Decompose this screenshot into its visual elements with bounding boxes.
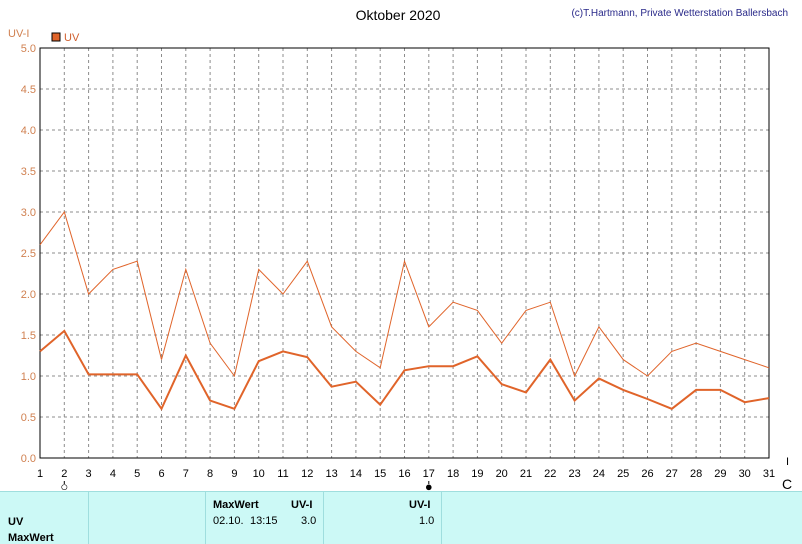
x-tick-label: 18 bbox=[447, 468, 459, 480]
x-tick-label: 11 bbox=[277, 468, 288, 480]
x-tick-label: 27 bbox=[666, 468, 678, 480]
series-line-uv bbox=[39, 329, 770, 411]
y-tick-label: 2.0 bbox=[21, 289, 36, 301]
x-tick-label: 17 bbox=[423, 468, 435, 480]
x-tick-label: 7 bbox=[183, 468, 189, 480]
x-tick-label: 15 bbox=[374, 468, 386, 480]
summary-panel: UV MaxWert MaxWert UV-I 02.10. 13:15 3.0… bbox=[0, 491, 802, 544]
y-axis-label: UV-I bbox=[8, 28, 29, 40]
x-tick-label: 16 bbox=[398, 468, 410, 480]
summary-row-uv-label: UV bbox=[8, 516, 24, 528]
x-tick-label: 25 bbox=[617, 468, 629, 480]
summary-max-date: 02.10. bbox=[213, 515, 244, 527]
x-tick-label: 20 bbox=[496, 468, 508, 480]
summary-max-value: 3.0 bbox=[301, 515, 317, 527]
uv-chart: Oktober 2020 (c)T.Hartmann, Private Wett… bbox=[8, 7, 792, 491]
edge-mark-bottom: C bbox=[782, 476, 792, 491]
y-tick-label: 2.5 bbox=[21, 248, 36, 260]
x-tick-label: 31 bbox=[763, 468, 775, 480]
y-tick-label: 0.5 bbox=[21, 412, 36, 424]
y-tick-label: 1.5 bbox=[21, 330, 36, 342]
summary-row-maxwert-label: MaxWert bbox=[8, 532, 54, 544]
x-tick-label: 4 bbox=[110, 468, 116, 480]
legend-label-uv: UV bbox=[64, 32, 80, 44]
x-tick-label: 12 bbox=[301, 468, 313, 480]
summary-divider bbox=[323, 492, 324, 544]
x-tick-label: 29 bbox=[714, 468, 726, 480]
credit-text: (c)T.Hartmann, Private Wetterstation Bal… bbox=[571, 8, 788, 19]
x-tick-label: 10 bbox=[253, 468, 265, 480]
summary-divider bbox=[205, 492, 206, 544]
edge-mark-top: I bbox=[786, 456, 789, 468]
x-tick-label: 26 bbox=[641, 468, 653, 480]
x-tick-label: 8 bbox=[207, 468, 213, 480]
moon-phase-markers: ○ ● bbox=[60, 479, 432, 491]
x-tick-label: 30 bbox=[739, 468, 751, 480]
y-tick-label: 1.0 bbox=[21, 371, 36, 383]
grid bbox=[39, 47, 770, 459]
x-tick-label: 22 bbox=[544, 468, 556, 480]
y-tick-label: 3.0 bbox=[21, 207, 36, 219]
x-tick-label: 9 bbox=[231, 468, 237, 480]
x-tick-label: 1 bbox=[37, 468, 43, 480]
x-tick-label: 2 bbox=[61, 468, 67, 480]
legend-swatch bbox=[51, 32, 61, 42]
moon-phase-icon: ● bbox=[425, 479, 433, 491]
x-tick-label: 13 bbox=[325, 468, 337, 480]
summary-divider bbox=[441, 492, 442, 544]
series-lines bbox=[39, 210, 770, 411]
x-tick-label: 19 bbox=[471, 468, 483, 480]
summary-value-2: 1.0 bbox=[419, 515, 435, 527]
y-tick-label: 4.5 bbox=[21, 84, 36, 96]
y-tick-label: 4.0 bbox=[21, 125, 36, 137]
y-tick-label: 5.0 bbox=[21, 43, 36, 55]
x-tick-label: 5 bbox=[134, 468, 140, 480]
moon-phase-icon: ○ bbox=[60, 479, 68, 491]
y-tick-label: 0.0 bbox=[21, 453, 36, 465]
plot-frame bbox=[39, 47, 770, 459]
summary-max-time: 13:15 bbox=[250, 515, 278, 527]
summary-divider bbox=[88, 492, 89, 544]
summary-header-maxwert: MaxWert bbox=[213, 499, 259, 511]
series-line-thin bbox=[39, 210, 770, 378]
x-tick-label: 23 bbox=[568, 468, 580, 480]
x-tick-label: 28 bbox=[690, 468, 702, 480]
y-tick-labels: 0.0 0.5 1.0 1.5 2.0 2.5 3.0 3.5 4.0 4.5 5.0 bbox=[21, 43, 36, 465]
summary-header-uvi: UV-I bbox=[291, 499, 313, 511]
chart-title: Oktober 2020 bbox=[356, 7, 441, 23]
x-tick-label: 3 bbox=[86, 468, 92, 480]
x-tick-labels: 1 2 3 4 5 6 7 8 9 10 11 12 13 14 15 16 17 18 19 20 21 22 23 24 2… bbox=[37, 468, 775, 480]
summary-header-uvi-2: UV-I bbox=[409, 499, 431, 511]
x-tick-label: 6 bbox=[158, 468, 164, 480]
y-tick-label: 3.5 bbox=[21, 166, 36, 178]
x-tick-label: 14 bbox=[350, 468, 362, 480]
x-tick-label: 21 bbox=[520, 468, 532, 480]
x-tick-label: 24 bbox=[593, 468, 605, 480]
